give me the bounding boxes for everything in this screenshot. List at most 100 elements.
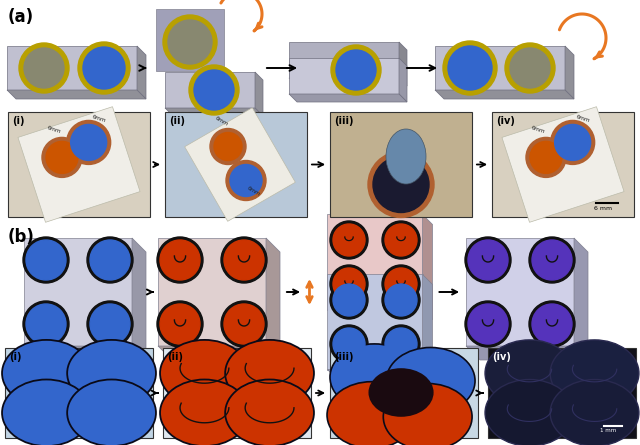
Text: (i): (i) bbox=[9, 352, 22, 362]
Circle shape bbox=[382, 221, 420, 259]
Circle shape bbox=[448, 46, 492, 90]
Polygon shape bbox=[328, 369, 433, 380]
Polygon shape bbox=[328, 275, 422, 369]
Circle shape bbox=[194, 70, 234, 110]
Ellipse shape bbox=[160, 380, 249, 445]
Ellipse shape bbox=[330, 344, 419, 410]
Polygon shape bbox=[158, 346, 280, 360]
Text: (ii): (ii) bbox=[167, 352, 183, 362]
Circle shape bbox=[160, 240, 200, 280]
Circle shape bbox=[19, 43, 69, 93]
Ellipse shape bbox=[383, 384, 472, 445]
Circle shape bbox=[443, 41, 497, 95]
Circle shape bbox=[70, 125, 107, 161]
Circle shape bbox=[214, 133, 242, 161]
Polygon shape bbox=[565, 46, 574, 99]
Circle shape bbox=[157, 237, 203, 283]
Circle shape bbox=[526, 138, 566, 178]
Circle shape bbox=[333, 268, 365, 300]
Circle shape bbox=[163, 15, 217, 69]
Circle shape bbox=[157, 301, 203, 347]
Circle shape bbox=[87, 301, 133, 347]
Circle shape bbox=[83, 47, 125, 89]
Circle shape bbox=[385, 224, 417, 256]
Text: (iv): (iv) bbox=[496, 116, 515, 126]
Ellipse shape bbox=[160, 340, 249, 406]
Circle shape bbox=[530, 142, 562, 174]
Polygon shape bbox=[466, 238, 574, 346]
Circle shape bbox=[160, 304, 200, 344]
Polygon shape bbox=[399, 42, 407, 86]
Text: (a): (a) bbox=[8, 8, 34, 26]
Polygon shape bbox=[158, 238, 266, 346]
Text: 6mm: 6mm bbox=[91, 114, 106, 123]
Polygon shape bbox=[328, 214, 422, 310]
Polygon shape bbox=[488, 348, 636, 438]
Ellipse shape bbox=[67, 380, 156, 445]
Circle shape bbox=[23, 237, 69, 283]
Circle shape bbox=[42, 138, 82, 178]
Polygon shape bbox=[7, 90, 146, 99]
Ellipse shape bbox=[225, 340, 314, 406]
Circle shape bbox=[529, 301, 575, 347]
Text: 6mm: 6mm bbox=[46, 125, 61, 134]
Polygon shape bbox=[24, 346, 146, 360]
Ellipse shape bbox=[67, 340, 156, 406]
Circle shape bbox=[78, 42, 130, 94]
Text: (iii): (iii) bbox=[334, 352, 353, 362]
Circle shape bbox=[336, 50, 376, 90]
Circle shape bbox=[529, 237, 575, 283]
Circle shape bbox=[330, 325, 368, 363]
Circle shape bbox=[505, 43, 555, 93]
Polygon shape bbox=[289, 42, 399, 78]
Circle shape bbox=[24, 48, 64, 88]
Ellipse shape bbox=[485, 340, 574, 406]
Polygon shape bbox=[163, 348, 311, 438]
Circle shape bbox=[330, 281, 368, 319]
Text: 6mm: 6mm bbox=[575, 114, 590, 123]
Circle shape bbox=[465, 237, 511, 283]
Ellipse shape bbox=[485, 380, 574, 445]
Polygon shape bbox=[156, 9, 224, 71]
Polygon shape bbox=[289, 94, 407, 102]
Text: 6mm: 6mm bbox=[214, 116, 230, 128]
Polygon shape bbox=[7, 46, 137, 90]
Circle shape bbox=[87, 237, 133, 283]
Circle shape bbox=[550, 121, 595, 165]
Circle shape bbox=[67, 121, 111, 165]
Polygon shape bbox=[255, 72, 263, 116]
Circle shape bbox=[26, 240, 66, 280]
Circle shape bbox=[90, 240, 130, 280]
Circle shape bbox=[465, 301, 511, 347]
Polygon shape bbox=[165, 108, 263, 116]
Circle shape bbox=[330, 265, 368, 303]
Circle shape bbox=[226, 161, 266, 201]
Circle shape bbox=[368, 151, 434, 218]
Circle shape bbox=[46, 142, 78, 174]
Polygon shape bbox=[165, 112, 307, 217]
Circle shape bbox=[26, 304, 66, 344]
Text: (ii): (ii) bbox=[169, 116, 185, 126]
Ellipse shape bbox=[2, 380, 91, 445]
Circle shape bbox=[221, 301, 267, 347]
Polygon shape bbox=[466, 346, 588, 360]
Circle shape bbox=[224, 304, 264, 344]
Text: 6mm: 6mm bbox=[246, 186, 262, 198]
Circle shape bbox=[555, 125, 591, 161]
Ellipse shape bbox=[550, 380, 639, 445]
Polygon shape bbox=[132, 238, 146, 360]
Circle shape bbox=[23, 301, 69, 347]
Circle shape bbox=[189, 65, 239, 115]
Circle shape bbox=[382, 325, 420, 363]
Text: 6mm: 6mm bbox=[531, 125, 546, 134]
Circle shape bbox=[468, 240, 508, 280]
Ellipse shape bbox=[2, 340, 91, 406]
Text: (iii): (iii) bbox=[334, 116, 353, 126]
Ellipse shape bbox=[387, 348, 475, 414]
Text: (iv): (iv) bbox=[492, 352, 511, 362]
Polygon shape bbox=[435, 46, 565, 90]
Polygon shape bbox=[492, 112, 634, 217]
Text: (i): (i) bbox=[12, 116, 24, 126]
Circle shape bbox=[330, 221, 368, 259]
Circle shape bbox=[373, 157, 429, 213]
